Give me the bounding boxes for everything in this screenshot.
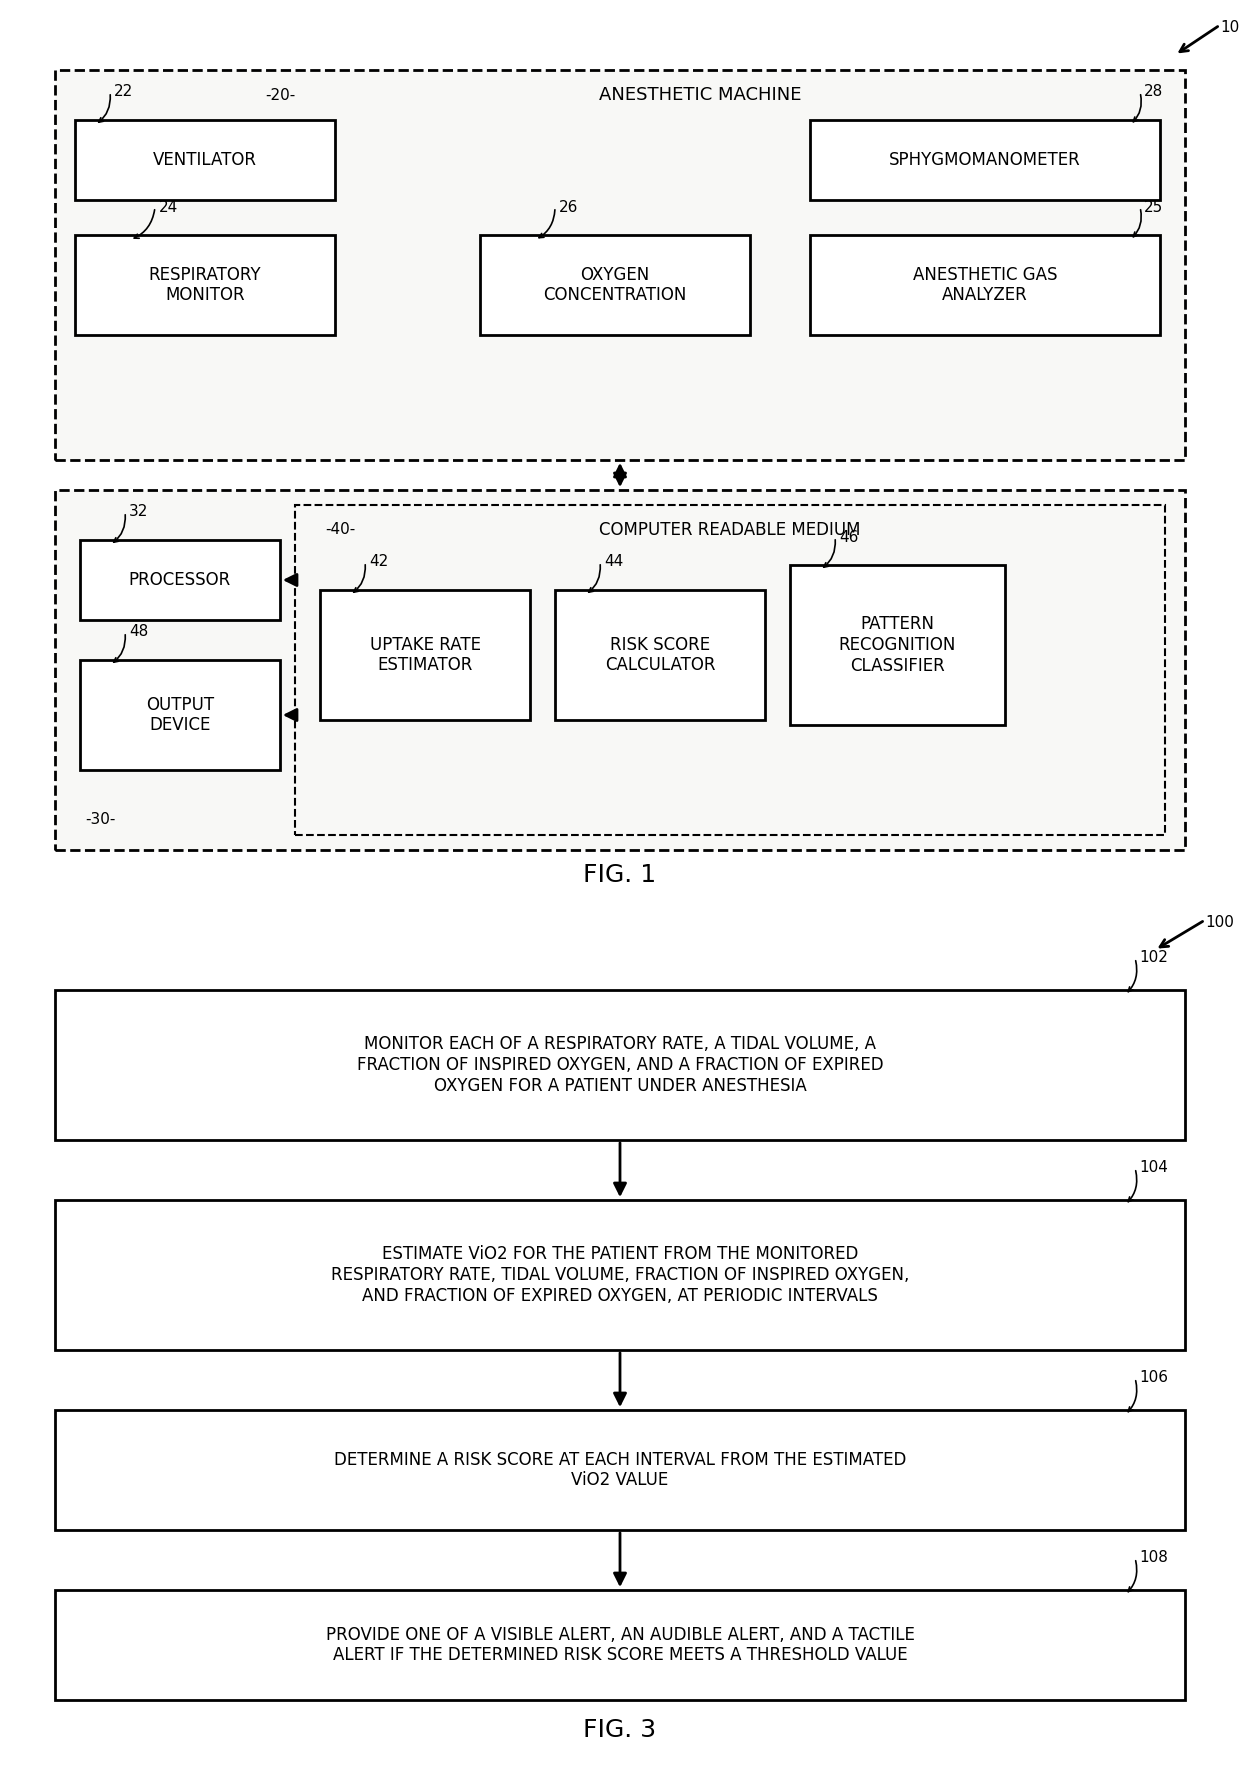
Text: 24: 24 (159, 199, 179, 215)
Text: OXYGEN
CONCENTRATION: OXYGEN CONCENTRATION (543, 265, 687, 304)
Text: 44: 44 (604, 554, 624, 569)
Text: -20-: -20- (265, 87, 295, 103)
Text: 104: 104 (1140, 1160, 1168, 1176)
Text: 25: 25 (1145, 199, 1163, 215)
Text: 32: 32 (129, 505, 149, 519)
Text: OUTPUT
DEVICE: OUTPUT DEVICE (146, 695, 215, 734)
Text: DETERMINE A RISK SCORE AT EACH INTERVAL FROM THE ESTIMATED
ViO2 VALUE: DETERMINE A RISK SCORE AT EACH INTERVAL … (334, 1450, 906, 1489)
Text: PROCESSOR: PROCESSOR (129, 570, 231, 588)
FancyBboxPatch shape (810, 235, 1159, 336)
Text: ANESTHETIC GAS
ANALYZER: ANESTHETIC GAS ANALYZER (913, 265, 1058, 304)
FancyBboxPatch shape (74, 121, 335, 201)
Text: RISK SCORE
CALCULATOR: RISK SCORE CALCULATOR (605, 636, 715, 675)
Text: 46: 46 (839, 530, 858, 544)
Text: RESPIRATORY
MONITOR: RESPIRATORY MONITOR (149, 265, 262, 304)
Text: PROVIDE ONE OF A VISIBLE ALERT, AN AUDIBLE ALERT, AND A TACTILE
ALERT IF THE DET: PROVIDE ONE OF A VISIBLE ALERT, AN AUDIB… (326, 1626, 914, 1665)
FancyBboxPatch shape (74, 235, 335, 336)
Text: PATTERN
RECOGNITION
CLASSIFIER: PATTERN RECOGNITION CLASSIFIER (838, 615, 956, 675)
Text: 106: 106 (1140, 1370, 1168, 1386)
Text: VENTILATOR: VENTILATOR (153, 151, 257, 169)
FancyBboxPatch shape (81, 540, 280, 620)
FancyBboxPatch shape (81, 659, 280, 769)
Text: COMPUTER READABLE MEDIUM: COMPUTER READABLE MEDIUM (599, 521, 861, 538)
FancyBboxPatch shape (55, 1409, 1185, 1530)
Text: ESTIMATE ViO2 FOR THE PATIENT FROM THE MONITORED
RESPIRATORY RATE, TIDAL VOLUME,: ESTIMATE ViO2 FOR THE PATIENT FROM THE M… (331, 1246, 909, 1304)
Text: 102: 102 (1140, 951, 1168, 965)
Text: 26: 26 (559, 199, 578, 215)
FancyBboxPatch shape (556, 590, 765, 720)
FancyBboxPatch shape (790, 565, 1004, 725)
Text: MONITOR EACH OF A RESPIRATORY RATE, A TIDAL VOLUME, A
FRACTION OF INSPIRED OXYGE: MONITOR EACH OF A RESPIRATORY RATE, A TI… (357, 1036, 883, 1095)
Text: 108: 108 (1140, 1551, 1168, 1566)
Text: 48: 48 (129, 624, 149, 640)
Text: -30-: -30- (84, 812, 115, 828)
Text: FIG. 3: FIG. 3 (584, 1718, 656, 1741)
FancyBboxPatch shape (480, 235, 750, 336)
FancyBboxPatch shape (55, 1590, 1185, 1701)
FancyBboxPatch shape (320, 590, 529, 720)
Text: -40-: -40- (325, 522, 355, 537)
FancyBboxPatch shape (55, 490, 1185, 849)
FancyBboxPatch shape (810, 121, 1159, 201)
Text: FIG. 1: FIG. 1 (584, 864, 656, 887)
Text: UPTAKE RATE
ESTIMATOR: UPTAKE RATE ESTIMATOR (370, 636, 481, 675)
Text: SPHYGMOMANOMETER: SPHYGMOMANOMETER (889, 151, 1081, 169)
FancyBboxPatch shape (55, 1199, 1185, 1351)
Text: 100: 100 (1205, 915, 1234, 929)
FancyBboxPatch shape (295, 505, 1166, 835)
Text: 10: 10 (1220, 20, 1239, 36)
Text: 28: 28 (1145, 85, 1163, 100)
Text: 22: 22 (114, 85, 133, 100)
FancyBboxPatch shape (55, 69, 1185, 460)
FancyBboxPatch shape (55, 990, 1185, 1141)
Text: 42: 42 (370, 554, 388, 569)
Text: ANESTHETIC MACHINE: ANESTHETIC MACHINE (599, 85, 801, 105)
